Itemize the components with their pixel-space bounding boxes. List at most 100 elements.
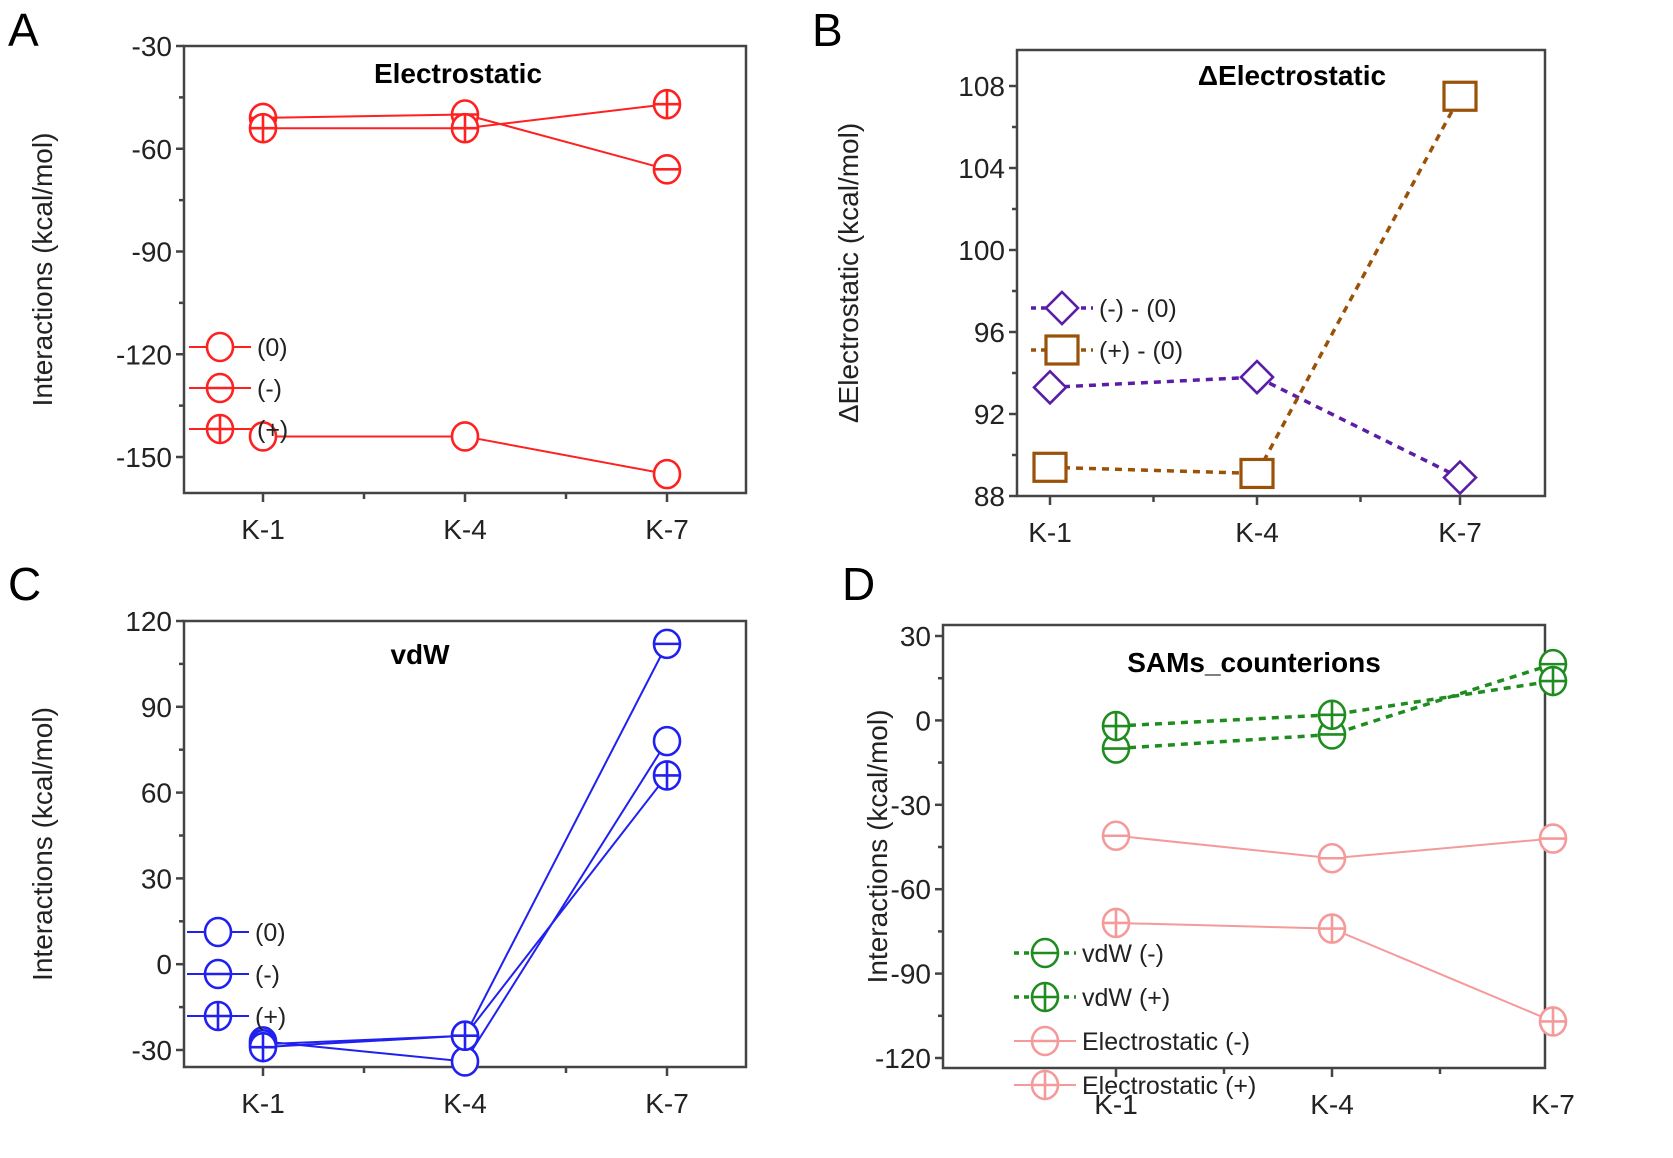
legend: vdW (-) vdW (+) Electrostatic (-) Electrost… [1014,937,1256,1101]
y-tick-label: 30 [141,863,172,894]
panel-letter: B [812,4,843,56]
y-axis-title: Interactions (kcal/mol) [27,707,58,981]
marker-circle [248,421,278,452]
data-point [1101,907,1131,939]
legend-item: (+) [187,1000,286,1032]
plot-frame [1015,48,1547,498]
marker-circle [652,725,682,757]
data-point [248,1031,278,1063]
data-point [1239,359,1275,395]
x-tick-label: K-7 [1531,1089,1575,1120]
legend-label: (+) [255,1003,286,1031]
legend-marker [1030,1025,1060,1057]
series-electrostatic [1101,907,1568,1037]
y-tick-label: 90 [141,692,172,723]
data-point [1538,1006,1568,1037]
y-tick-label: -90 [891,959,931,990]
legend-marker [203,1000,233,1032]
series- [248,760,682,1063]
legend-label: (+) - (0) [1099,337,1183,365]
legend-item: (-) - (0) [1031,290,1177,326]
series-electrostatic [1101,820,1568,874]
series-line [262,774,668,1049]
x-tick-label: K-1 [1094,1089,1138,1120]
marker-circle [205,331,235,363]
plot-title: SAMs_counterions [1127,647,1381,678]
plot-title: ΔElectrostatic [1198,60,1386,91]
legend-label: (-) - (0) [1099,295,1177,323]
panel-c: C -30 0 30 60 90 120 K-1 K-4 K-7 Interactions (kca… [8,558,748,1119]
legend-marker [205,372,235,404]
legend-item: (0) [189,331,288,363]
y-tick-label: -30 [132,1035,172,1066]
y-tick-label: 120 [125,606,172,637]
plot-title: Electrostatic [374,58,542,89]
legend-marker [205,413,235,445]
y-tick-label: -150 [116,442,172,473]
y-axis-title: ΔElectrostatic (kcal/mol) [833,123,864,423]
data-point [652,154,682,185]
series- [248,88,682,144]
legend-label: (0) [257,334,288,362]
data-point [1101,820,1131,852]
series-0 [1032,359,1478,496]
series-0 [1032,80,1478,490]
x-tick-label: K-1 [1028,517,1072,548]
data-point [1538,823,1568,854]
data-point [1032,451,1068,483]
legend-marker [1030,1069,1060,1101]
legend-marker [1044,290,1080,326]
data-point [652,725,682,757]
data-point [1442,80,1478,112]
y-tick-label: 30 [900,621,931,652]
legend-label: vdW (+) [1082,984,1170,1012]
data-point [248,112,278,144]
series-line [1115,679,1554,728]
legend-item: vdW (-) [1014,937,1164,969]
legend-item: Electrostatic (-) [1014,1025,1250,1057]
y-tick-label: -60 [891,874,931,905]
legend-label: (0) [255,919,286,947]
data-point [1317,913,1347,944]
x-tick-label: K-4 [1235,517,1279,548]
y-tick-label: 0 [915,705,931,736]
y-axis-title: Interactions (kcal/mol) [27,133,58,407]
y-tick-label: -30 [891,790,931,821]
panel-letter: A [8,4,39,56]
legend-label: Electrostatic (-) [1082,1028,1250,1056]
marker-circle [652,458,682,490]
data-point [1239,457,1275,490]
marker-circle [203,916,233,948]
legend-label: Electrostatic (+) [1082,1072,1256,1100]
data-point [652,760,682,791]
x-tick-label: K-7 [1438,517,1482,548]
legend-marker [203,958,233,990]
marker-circle [450,1046,480,1077]
legend-item: (-) [189,372,282,404]
series-line [1049,95,1462,476]
data-point [1101,733,1131,764]
data-point [1317,842,1347,874]
legend-item: (-) [187,958,280,990]
legend-marker [1044,334,1080,366]
y-tick-label: -90 [132,237,172,268]
y-tick-label: -120 [875,1043,931,1074]
y-tick-label: 108 [958,71,1005,102]
data-point [1538,665,1568,697]
panel-b: B 88 92 96 100 104 108 K-1 K-4 K-7 ΔElectrostatic … [812,4,1547,548]
legend-item: (+) - (0) [1031,334,1183,366]
legend: (0) (-) (+) [189,331,288,445]
series- [248,628,682,1060]
y-tick-label: 60 [141,778,172,809]
panel-letter: C [8,558,41,610]
series-line [1049,375,1461,480]
x-tick-label: K-1 [241,1088,285,1119]
legend-marker [1030,981,1060,1013]
data-point [652,628,682,660]
series-vdw [1101,665,1568,742]
plot-frame [182,619,748,1069]
data-point [248,421,278,452]
data-point [652,458,682,490]
y-tick-label: 104 [958,153,1005,184]
